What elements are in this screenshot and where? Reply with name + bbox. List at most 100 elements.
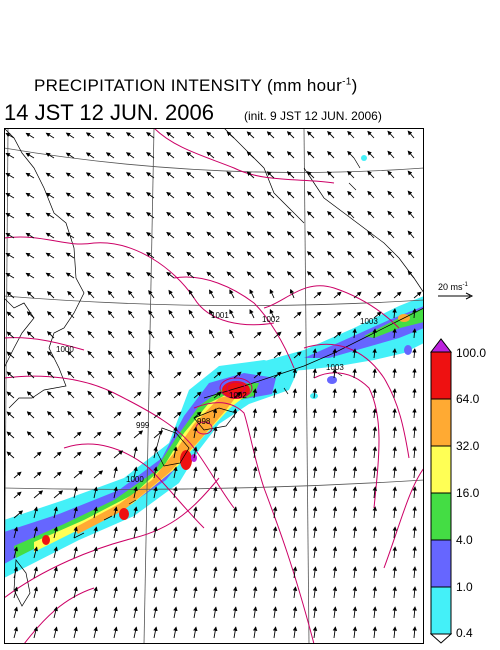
wind-arrow (53, 526, 58, 539)
wind-arrow (232, 566, 238, 579)
wind-arrow (252, 486, 258, 499)
title-main: PRECIPITATION INTENSITY (mm hour (34, 76, 343, 95)
wind-arrow (85, 152, 95, 159)
wind-arrow (372, 506, 378, 519)
wind-arrow (65, 152, 75, 159)
wind-arrow (33, 566, 39, 579)
wind-arrow (306, 191, 315, 199)
wind-arrow (407, 250, 415, 259)
wind-arrow (133, 566, 138, 579)
wind-arrow (312, 606, 318, 619)
wind-arrow (33, 626, 39, 639)
wind-arrow (252, 626, 258, 639)
wind-arrow (392, 308, 397, 319)
wind-arrow (252, 546, 258, 559)
wind-arrow (206, 271, 215, 279)
wind-arrow (26, 371, 35, 379)
wind-arrow (153, 486, 158, 499)
wind-arrow (412, 526, 417, 539)
wind-arrow (392, 328, 397, 339)
wind-arrow (125, 212, 135, 219)
wind-arrow (333, 291, 342, 299)
wind-arrow (312, 626, 318, 639)
wind-arrow (387, 270, 395, 279)
wind-arrow (133, 486, 138, 499)
wind-arrow (266, 231, 275, 239)
wind-arrow (372, 368, 377, 379)
wind-arrow (289, 288, 295, 299)
wind-arrow (367, 130, 375, 139)
wind-arrow (146, 152, 155, 159)
wind-arrow (105, 172, 115, 179)
wind-arrow (352, 408, 357, 419)
wind-arrow (392, 506, 397, 519)
wind-arrow (252, 426, 258, 439)
wind-arrow (272, 466, 278, 479)
wind-arrow (166, 271, 175, 279)
wind-arrow (193, 466, 198, 479)
isobars (4, 128, 424, 644)
wind-arrow (272, 506, 278, 519)
wind-arrow (5, 212, 15, 219)
wind-arrow (213, 426, 218, 439)
wind-arrow (233, 391, 242, 399)
colorbar-swatch (430, 539, 452, 588)
wind-arrow (412, 446, 417, 459)
wind-arrow (286, 271, 295, 279)
wind-arrow (153, 586, 158, 599)
wind-arrow (213, 391, 222, 399)
wind-arrow (252, 388, 258, 399)
wind-arrow (53, 506, 58, 519)
wind-arrow (173, 626, 178, 639)
wind-arrow (313, 291, 322, 299)
wind-arrow (272, 426, 278, 439)
wind-arrow (226, 171, 235, 179)
wind-arrow (352, 586, 358, 599)
wind-arrow (387, 190, 395, 199)
wind-arrow (312, 388, 317, 399)
wind-arrow (213, 486, 218, 499)
wind-arrow (353, 311, 362, 319)
wind-arrow (93, 626, 98, 639)
wind-arrow (412, 466, 417, 479)
wind-arrow (33, 506, 39, 519)
wind-arrow (306, 131, 315, 139)
wind-arrow (87, 310, 95, 319)
wind-arrow (392, 466, 397, 479)
wind-arrow (5, 172, 15, 179)
wind-arrow (293, 311, 302, 319)
wind-arrow (107, 330, 115, 339)
wind-arrow (213, 351, 222, 359)
wind-arrow (347, 250, 355, 259)
wind-arrow (347, 170, 355, 179)
wind-arrow (232, 446, 238, 459)
wind-arrow (332, 546, 338, 559)
wind-arrow (392, 546, 397, 559)
precipitation-map: 1000 1001 1002 1003 999 998 1002 1000 10… (4, 128, 424, 644)
wind-arrow (209, 309, 215, 319)
wind-arrow (67, 350, 75, 359)
colorbar-label: 0.4 (456, 626, 473, 640)
wind-arrow (127, 310, 135, 319)
wind-arrow (226, 231, 235, 239)
wind-arrow (173, 526, 178, 539)
wind-arrow (327, 210, 335, 219)
wind-arrow (292, 368, 298, 379)
wind-arrow (13, 606, 19, 619)
wind-arrow (272, 566, 278, 579)
wind-arrow (249, 309, 255, 319)
wind-arrow (206, 211, 215, 219)
wind-arrow (412, 546, 417, 559)
wind-arrow (372, 408, 377, 419)
wind-arrow (412, 566, 417, 579)
wind-arrow (413, 291, 422, 299)
wind-arrow (229, 309, 235, 319)
wind-arrow (347, 210, 355, 219)
wind-arrow (193, 411, 202, 419)
wind-arrow (65, 132, 75, 139)
wind-arrow (407, 170, 415, 179)
wind-arrow (352, 426, 358, 439)
wind-arrow (332, 446, 338, 459)
wind-arrow (206, 171, 215, 179)
wind-arrow (333, 331, 342, 339)
